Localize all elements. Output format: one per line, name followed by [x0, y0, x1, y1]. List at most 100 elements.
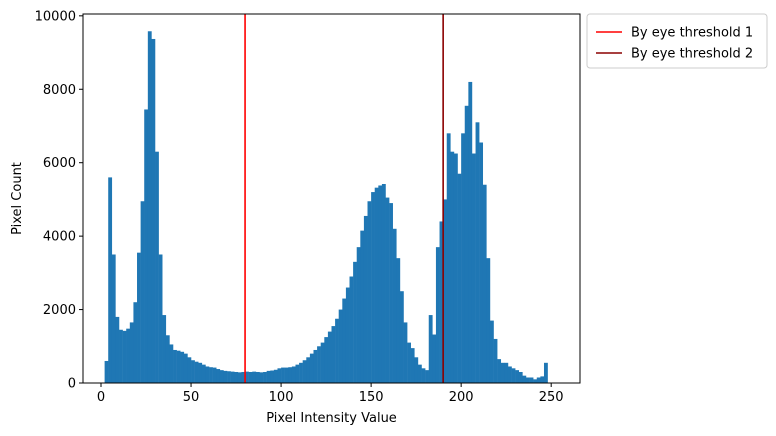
histogram-bar	[234, 371, 239, 383]
histogram-bar	[486, 258, 491, 383]
histogram-bar	[198, 362, 203, 383]
histogram-bar	[504, 362, 509, 383]
legend-box	[586, 13, 768, 69]
histogram-bar	[277, 368, 282, 383]
histogram-bar	[158, 254, 163, 383]
histogram-bar	[299, 362, 303, 383]
plot-frame	[82, 13, 581, 384]
histogram-bar	[284, 367, 289, 383]
histogram-bar	[273, 369, 278, 383]
y-tick-label: 4000	[43, 230, 76, 245]
histogram-bar	[306, 357, 311, 383]
histogram-bar	[176, 350, 181, 383]
histogram-bar	[511, 368, 516, 383]
x-tick-label: 0	[97, 390, 105, 405]
histogram-bar	[108, 177, 113, 383]
histogram-bar	[371, 192, 375, 383]
histogram-bar	[529, 377, 534, 383]
histogram-bar	[259, 372, 264, 383]
histogram-bar	[515, 370, 520, 383]
x-tick-label: 250	[539, 390, 564, 405]
histogram-bar	[533, 379, 538, 383]
histogram-bar	[432, 334, 437, 383]
histogram-bar	[129, 322, 134, 383]
histogram-bar	[111, 254, 116, 383]
histogram-bar	[493, 338, 498, 383]
histogram-bar	[335, 318, 339, 383]
histogram-bar	[288, 367, 293, 383]
legend: By eye threshold 1 By eye threshold 2	[586, 13, 768, 69]
histogram-bar	[104, 360, 109, 383]
histogram-bar	[525, 377, 530, 383]
histogram-bar	[475, 122, 480, 383]
histogram-bar	[216, 369, 221, 383]
y-axis-ticks: 0 2000 4000 6000 8000 10000	[35, 9, 83, 392]
histogram-bar	[169, 344, 174, 383]
histogram-bar	[191, 360, 195, 383]
x-axis-ticks: 0 50 100 150 200 250	[97, 383, 564, 405]
x-tick-label: 200	[449, 390, 474, 405]
histogram-bar	[230, 371, 235, 383]
histogram-bar	[443, 199, 447, 383]
histogram-bar	[119, 329, 123, 383]
histogram-bar	[468, 81, 473, 384]
legend-label-threshold-1: By eye threshold 1	[631, 26, 753, 41]
histogram-bar	[425, 370, 429, 383]
histogram-bar	[417, 364, 422, 383]
histogram-bar	[115, 316, 120, 383]
histogram-bar	[144, 109, 149, 384]
histogram-bar	[126, 328, 131, 383]
histogram-bar	[187, 357, 192, 383]
histogram-bar	[219, 370, 224, 383]
y-tick-label: 8000	[43, 83, 76, 98]
histogram-bar	[457, 173, 462, 383]
histogram-bar	[435, 247, 440, 383]
histogram-bar	[137, 252, 141, 383]
histogram-bar	[428, 315, 433, 383]
histogram-bar	[194, 361, 199, 383]
x-tick-label: 150	[359, 390, 384, 405]
histogram-bar	[399, 291, 404, 383]
histogram-bar	[385, 197, 390, 383]
histogram-bar	[345, 287, 350, 383]
histogram-bar	[140, 201, 145, 383]
histogram-bar	[374, 187, 379, 383]
histogram-bar	[518, 371, 523, 383]
histogram-bar	[266, 370, 271, 383]
y-axis-label: Pixel Count	[10, 162, 25, 235]
histogram-bar	[536, 377, 541, 383]
histogram-bar	[349, 276, 354, 383]
y-tick-label: 6000	[43, 156, 76, 171]
histogram-bar	[450, 151, 455, 383]
histogram-bar	[543, 362, 548, 383]
histogram-bar	[255, 371, 260, 383]
histogram-bar	[327, 331, 332, 383]
histogram-bar	[489, 320, 494, 383]
y-tick-label: 0	[68, 377, 76, 392]
histogram-bar	[324, 337, 329, 383]
histogram-bar	[270, 370, 275, 383]
histogram-bar	[162, 315, 167, 383]
histogram-bar	[403, 322, 408, 383]
histogram-bar	[173, 349, 177, 383]
histogram-bar	[245, 371, 249, 383]
histogram-bar	[461, 133, 465, 383]
histogram-bar	[479, 142, 484, 383]
histogram-bar	[165, 335, 170, 383]
histogram-bar	[241, 371, 246, 383]
histogram-bar	[497, 359, 502, 383]
histogram-bar	[237, 372, 242, 383]
histogram-bar	[464, 105, 469, 383]
histogram-bar	[133, 302, 138, 383]
histogram-bar	[392, 228, 397, 383]
histogram-bar	[151, 38, 156, 383]
histogram-bar	[482, 184, 487, 383]
y-tick-label: 10000	[35, 9, 76, 24]
histogram-bar	[396, 258, 401, 383]
histogram-bar	[122, 330, 127, 383]
histogram-bars	[104, 31, 548, 384]
histogram-bar	[281, 367, 285, 383]
y-tick-label: 2000	[43, 303, 76, 318]
x-tick-label: 100	[269, 390, 294, 405]
histogram-bar	[331, 326, 336, 383]
